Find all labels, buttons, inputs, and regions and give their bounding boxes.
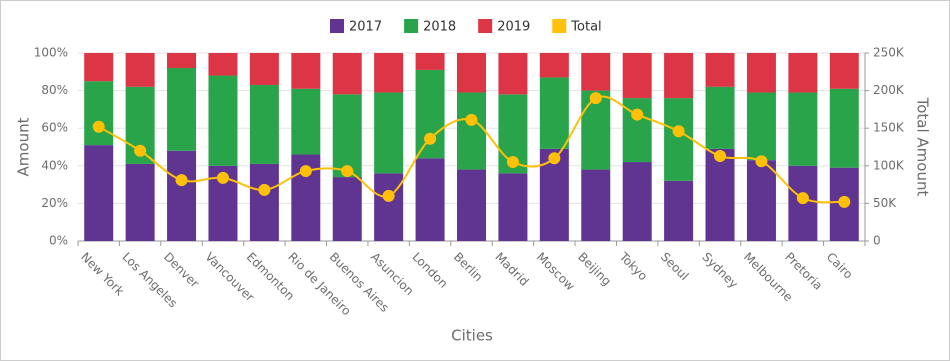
bar xyxy=(332,94,362,178)
line-point xyxy=(92,120,105,133)
bar xyxy=(705,148,735,241)
line-point xyxy=(341,165,354,178)
line-point xyxy=(299,165,312,178)
bar xyxy=(498,173,528,241)
y-tick-label: 40% xyxy=(41,158,68,172)
bar xyxy=(415,158,445,241)
y2-tick-label: 200K xyxy=(873,83,905,97)
bar xyxy=(746,92,776,161)
y-tick-label: 20% xyxy=(41,196,68,210)
bar xyxy=(291,88,321,155)
line-point xyxy=(216,171,229,184)
bar xyxy=(664,180,694,241)
legend-label: 2018 xyxy=(423,20,456,35)
bar xyxy=(208,75,238,166)
bar xyxy=(84,53,114,82)
bar xyxy=(415,53,445,70)
legend-label: 2017 xyxy=(349,20,382,35)
legend-label: 2019 xyxy=(497,20,530,35)
legend-swatch xyxy=(478,19,493,33)
bar xyxy=(291,53,321,89)
bar xyxy=(581,169,611,241)
bar xyxy=(581,53,611,91)
line-point xyxy=(672,125,685,138)
bar xyxy=(125,53,155,87)
legend-swatch xyxy=(552,19,567,33)
bar xyxy=(705,53,735,87)
line-point xyxy=(548,152,561,165)
y2-tick-label: 0 xyxy=(873,234,881,248)
bar xyxy=(457,53,486,93)
line-point xyxy=(506,156,519,169)
bar xyxy=(84,145,114,241)
bar xyxy=(829,53,859,89)
line-point xyxy=(796,192,809,205)
y2-axis-title: Total Amount xyxy=(914,97,932,197)
line-point xyxy=(631,108,644,121)
x-axis-title: Cities xyxy=(451,327,493,345)
y-tick-label: 80% xyxy=(41,83,68,97)
legend-swatch xyxy=(404,19,419,33)
bar xyxy=(664,53,694,99)
bar xyxy=(249,163,279,241)
y2-tick-label: 100K xyxy=(873,158,905,172)
bar xyxy=(539,53,569,78)
y-tick-label: 100% xyxy=(34,46,68,60)
bar xyxy=(374,92,404,174)
line-point xyxy=(134,144,147,157)
legend-swatch xyxy=(330,19,344,33)
line-point xyxy=(424,132,437,145)
line-point xyxy=(175,174,188,187)
y2-tick-label: 250K xyxy=(873,46,905,60)
bar xyxy=(788,92,818,166)
line-point xyxy=(465,113,478,126)
bar xyxy=(167,53,197,69)
bar xyxy=(249,53,279,85)
bar xyxy=(167,150,197,241)
bar xyxy=(498,53,528,95)
y-tick-label: 60% xyxy=(41,121,68,135)
bar xyxy=(622,162,652,241)
bar xyxy=(622,53,652,99)
bar xyxy=(332,177,362,241)
bar xyxy=(374,53,404,93)
bar xyxy=(664,98,694,181)
bar xyxy=(705,86,735,149)
bar xyxy=(457,92,486,170)
legend-label: Total xyxy=(570,20,601,35)
bar xyxy=(788,53,818,93)
bar xyxy=(415,69,445,159)
bar xyxy=(208,53,238,76)
bar xyxy=(746,53,776,93)
bar xyxy=(167,68,197,151)
line-point xyxy=(589,92,602,105)
bar xyxy=(125,163,155,241)
line-point xyxy=(382,189,395,202)
bar xyxy=(539,77,569,149)
bar xyxy=(457,169,486,241)
line-point xyxy=(838,195,851,208)
y-tick-label: 0% xyxy=(49,234,68,248)
bar xyxy=(374,173,404,241)
y2-tick-label: 150K xyxy=(873,121,905,135)
line-point xyxy=(714,150,727,163)
y-axis-title: Amount xyxy=(15,117,33,176)
bar xyxy=(746,160,776,241)
bar xyxy=(84,81,114,146)
bar xyxy=(332,53,362,95)
bar xyxy=(249,84,279,164)
line-point xyxy=(258,183,271,196)
line-point xyxy=(755,155,768,168)
y2-tick-label: 50K xyxy=(873,196,897,210)
bar xyxy=(829,88,859,168)
